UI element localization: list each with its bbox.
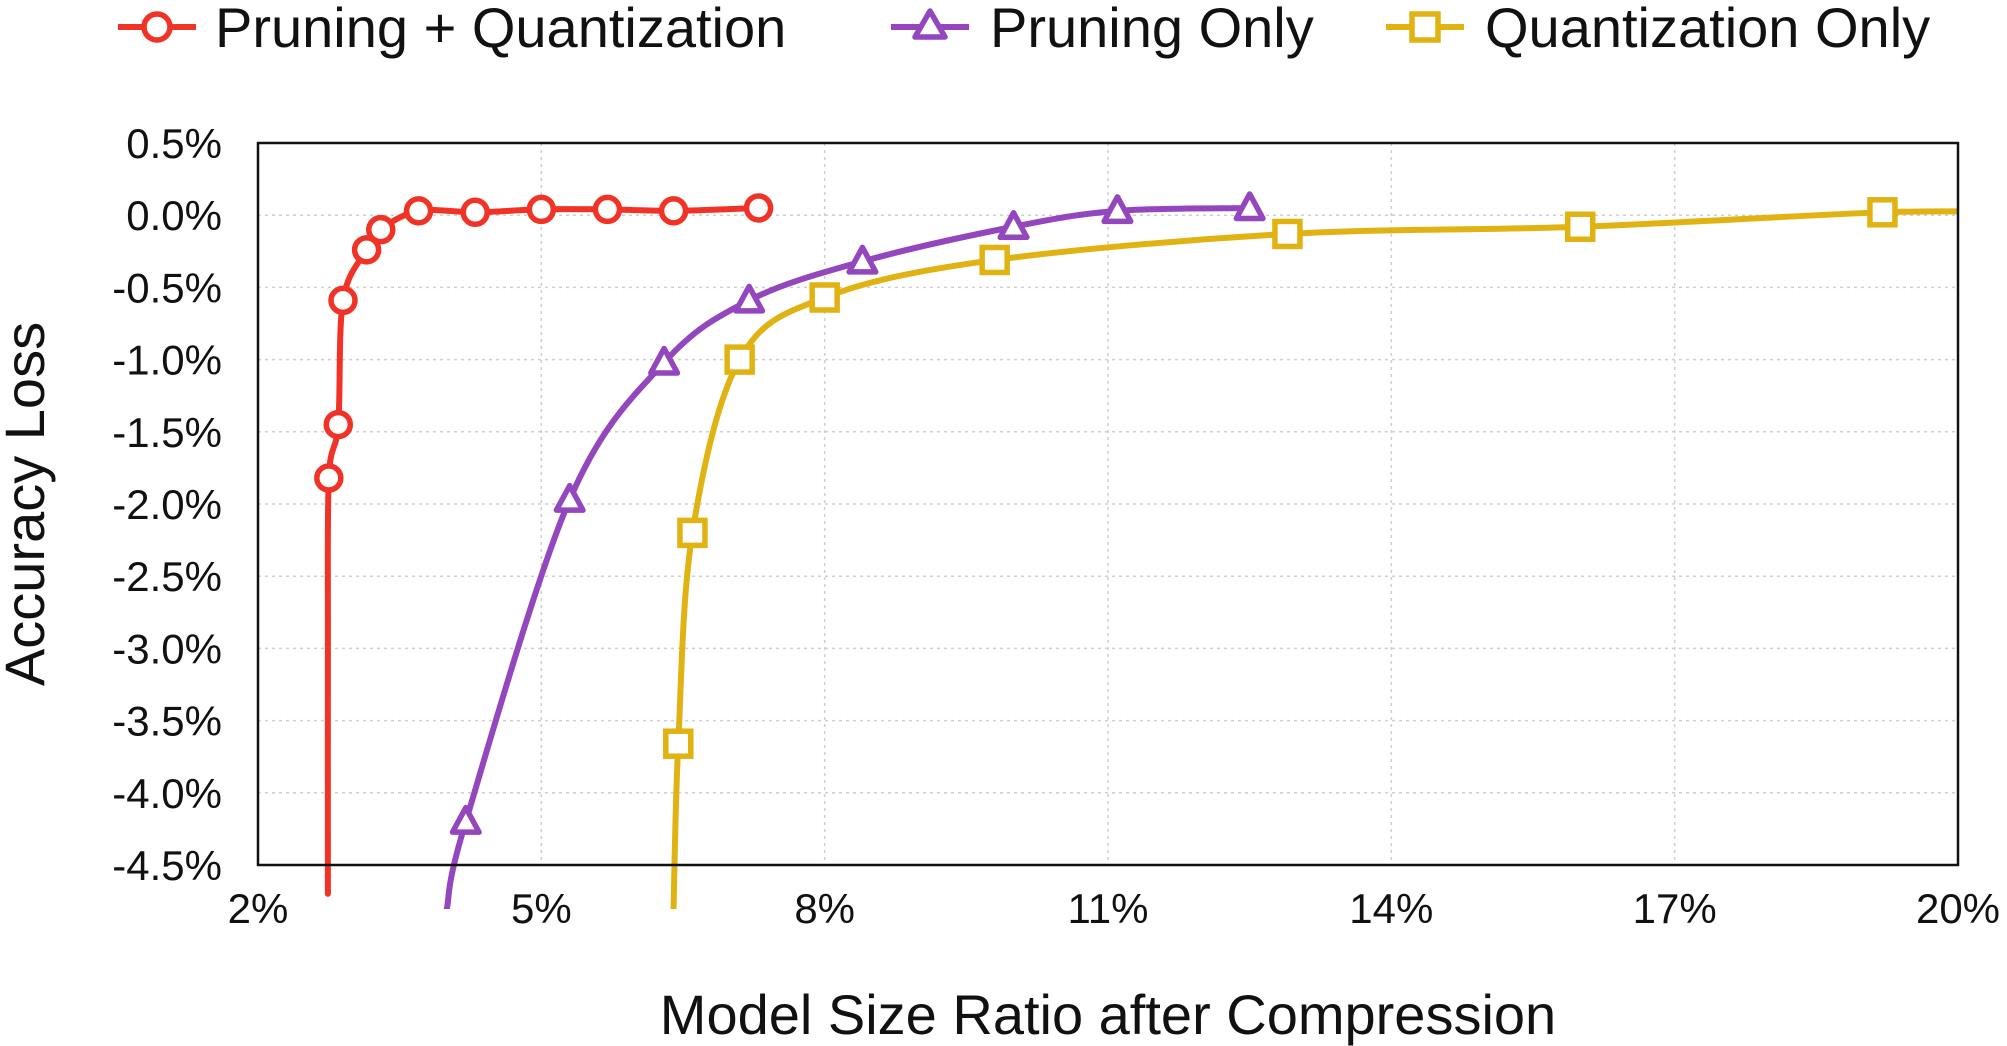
data-point-triangle (846, 244, 879, 275)
data-point-square (677, 517, 708, 549)
y-tick-label: -4.0% (112, 770, 222, 817)
legend-item-quantization-only: Quantization Only (1386, 0, 1930, 59)
y-tick-label: 0.5% (126, 120, 222, 167)
data-point-triangle (553, 482, 586, 513)
data-point-circle (403, 196, 434, 226)
data-point-circle (658, 196, 689, 226)
legend-marker-circle-icon (141, 11, 173, 43)
y-tick-label: -1.5% (112, 409, 222, 456)
data-point-square (1564, 211, 1596, 243)
x-tick-label: 8% (794, 885, 855, 932)
data-point-square (1272, 218, 1303, 250)
legend-label-pruning-only: Pruning Only (990, 0, 1314, 59)
x-tick-label: 11% (1068, 885, 1149, 932)
data-point-square (979, 244, 1010, 276)
data-point-triangle (1101, 194, 1134, 225)
data-point-circle (592, 194, 623, 225)
legend-marker-triangle-icon (912, 8, 948, 40)
series-line-pruning-quantization (324, 204, 762, 897)
data-point-square (809, 282, 840, 313)
legend-marker-square-icon (1409, 11, 1441, 43)
series-line-quantization-only (670, 208, 1958, 909)
data-point-circle (366, 214, 396, 245)
y-tick-label: -3.5% (112, 698, 222, 745)
y-tick-label: -1.0% (112, 337, 222, 384)
y-tick-label: -2.0% (112, 481, 222, 528)
data-point-triangle (648, 345, 681, 376)
data-point-circle (460, 197, 490, 228)
data-point-triangle (1233, 191, 1266, 222)
y-tick-label: -3.0% (112, 625, 222, 672)
x-tick-label: 17% (1633, 885, 1717, 932)
x-tick-label: 20% (1916, 885, 2000, 932)
y-tick-label: 0.0% (126, 192, 222, 239)
x-axis-title: Model Size Ratio after Compression (660, 983, 1556, 1046)
y-axis-title: Accuracy Loss (0, 322, 56, 686)
legend-label-pruning-quantization: Pruning + Quantization (215, 0, 786, 59)
data-point-circle (323, 409, 354, 440)
legend-item-pruning-quantization: Pruning + Quantization (118, 0, 786, 59)
data-point-circle (351, 235, 382, 265)
y-tick-label: -4.5% (112, 842, 222, 889)
data-point-circle (328, 285, 358, 316)
data-point-triangle (449, 804, 482, 835)
data-point-square (1867, 197, 1898, 228)
x-tick-label: 5% (511, 885, 572, 932)
data-point-triangle (997, 210, 1030, 241)
y-tick-label: -0.5% (112, 264, 222, 311)
series-line-pruning-only (443, 204, 1253, 909)
plot-frame (256, 141, 1960, 867)
x-tick-label: 14% (1349, 885, 1433, 932)
data-point-circle (526, 194, 557, 225)
x-axis-ticks: 2% 5% 8% 11% 14% 17% 20% (228, 885, 2000, 932)
series-lines (324, 204, 1958, 909)
data-point-circle (743, 193, 774, 223)
y-tick-label: -2.5% (112, 553, 222, 600)
data-point-square (663, 728, 694, 759)
x-tick-label: 2% (228, 885, 289, 932)
legend-label-quantization-only: Quantization Only (1485, 0, 1930, 59)
gridlines (258, 143, 1958, 865)
data-point-triangle (733, 283, 766, 314)
data-point-square (724, 344, 755, 375)
y-axis-ticks: 0.5% 0.0% -0.5% -1.0% -1.5% -2.0% -2.5% -3.0% -3… (112, 120, 222, 889)
legend: Pruning + Quantization Pruning Only Quan… (118, 0, 1930, 59)
data-point-circle (314, 463, 344, 493)
legend-item-pruning-only: Pruning Only (891, 0, 1314, 59)
series-markers (314, 191, 1898, 835)
